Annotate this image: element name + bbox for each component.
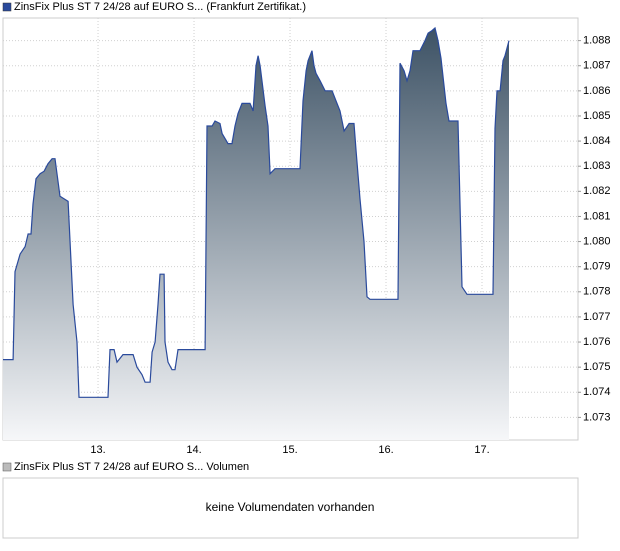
volume-message: keine Volumendaten vorhanden [206, 500, 375, 514]
y-tick-label: 1.077 [583, 311, 611, 323]
y-tick-label: 1.084 [583, 135, 611, 147]
x-tick-label: 17. [474, 444, 489, 456]
legend-swatch [2, 462, 12, 472]
x-tick-label: 16. [378, 444, 393, 456]
y-tick-label: 1.074 [583, 386, 611, 398]
y-tick-label: 1.075 [583, 361, 611, 373]
y-tick-label: 1.086 [583, 85, 611, 97]
y-tick-label: 1.081 [583, 210, 611, 222]
y-tick-label: 1.078 [583, 286, 611, 298]
legend-label: ZinsFix Plus ST 7 24/28 auf EURO S... Vo… [14, 461, 249, 473]
y-tick-label: 1.085 [583, 110, 611, 122]
y-tick-label: 1.082 [583, 185, 611, 197]
line [3, 26, 510, 398]
y-tick-label: 1.088 [583, 35, 611, 47]
x-tick-label: 13. [90, 444, 105, 456]
legend-swatch [2, 2, 12, 12]
y-tick-label: 1.076 [583, 336, 611, 348]
legend-label: ZinsFix Plus ST 7 24/28 auf EURO S... (F… [14, 1, 306, 13]
area [3, 28, 509, 440]
volume-frame [2, 477, 579, 539]
x-tick-label: 14. [186, 444, 201, 456]
x-tick-label: 15. [282, 444, 297, 456]
y-tick-label: 1.080 [583, 235, 611, 247]
y-tick-label: 1.079 [583, 261, 611, 273]
y-tick-label: 1.087 [583, 60, 611, 72]
y-tick-label: 1.083 [583, 160, 611, 172]
y-tick-label: 1.073 [583, 411, 611, 423]
